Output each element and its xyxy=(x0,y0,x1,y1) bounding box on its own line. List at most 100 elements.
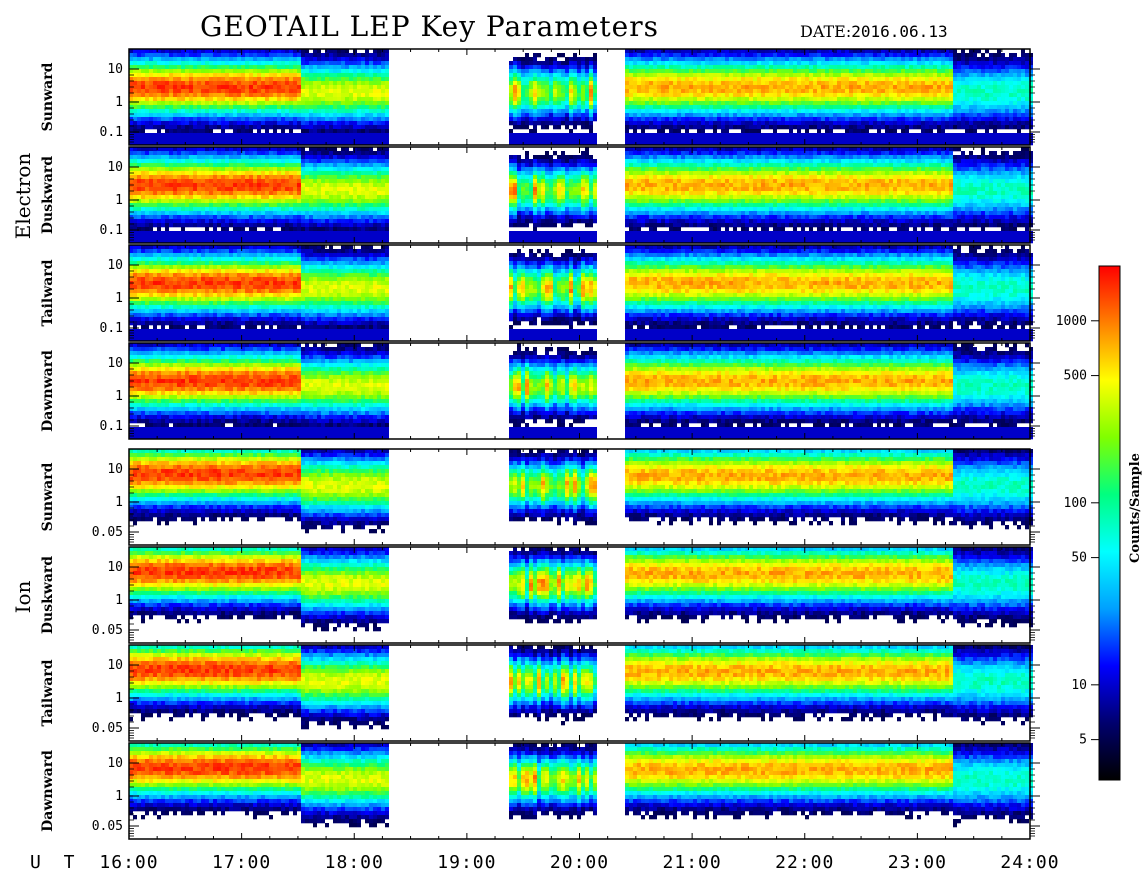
heatmap-cell xyxy=(973,117,977,122)
heatmap-cell xyxy=(689,85,693,90)
heatmap-cell xyxy=(941,117,945,122)
heatmap-cell xyxy=(709,117,713,122)
heatmap-cell xyxy=(789,89,793,94)
heatmap-cell xyxy=(229,65,233,70)
heatmap-cell xyxy=(305,105,309,110)
heatmap-cell xyxy=(281,61,285,66)
heatmap-cell xyxy=(849,129,853,134)
heatmap-cell xyxy=(761,133,765,138)
heatmap-cell xyxy=(741,85,745,90)
heatmap-cell xyxy=(373,73,377,78)
heatmap-cell xyxy=(309,117,313,122)
heatmap-cell xyxy=(809,89,813,94)
heatmap-cell xyxy=(313,57,317,62)
heatmap-cell xyxy=(769,85,773,90)
heatmap-cell xyxy=(649,121,653,126)
heatmap-cell xyxy=(721,53,725,58)
heatmap-cell xyxy=(313,117,317,122)
heatmap-cell xyxy=(845,133,849,138)
heatmap-cell xyxy=(697,57,701,62)
heatmap-cell xyxy=(777,113,781,118)
heatmap-cell xyxy=(129,65,133,70)
heatmap-cell xyxy=(917,81,921,86)
heatmap-cell xyxy=(949,57,953,62)
heatmap-cell xyxy=(201,49,205,54)
heatmap-cell xyxy=(1013,101,1017,106)
heatmap-cell xyxy=(545,61,549,66)
heatmap-cell xyxy=(993,61,997,66)
heatmap-cell xyxy=(181,223,185,228)
heatmap-cell xyxy=(209,137,213,142)
heatmap-cell xyxy=(1001,77,1005,82)
heatmap-cell xyxy=(129,191,133,196)
heatmap-cell xyxy=(705,105,709,110)
heatmap-cell xyxy=(157,69,161,74)
heatmap-cell xyxy=(897,81,901,86)
heatmap-cell xyxy=(141,105,145,110)
heatmap-cell xyxy=(189,101,193,106)
heatmap-cell xyxy=(645,109,649,114)
heatmap-cell xyxy=(129,179,133,184)
heatmap-cell xyxy=(141,151,145,156)
heatmap-cell xyxy=(205,73,209,78)
heatmap-cell xyxy=(797,73,801,78)
heatmap-cell xyxy=(677,105,681,110)
heatmap-cell xyxy=(565,109,569,114)
heatmap-cell xyxy=(729,97,733,102)
heatmap-cell xyxy=(809,73,813,78)
heatmap-cell xyxy=(201,183,205,188)
heatmap-cell xyxy=(769,101,773,106)
heatmap-cell xyxy=(205,93,209,98)
heatmap-cell xyxy=(513,101,517,106)
heatmap-cell xyxy=(713,117,717,122)
heatmap-cell xyxy=(373,57,377,62)
heatmap-cell xyxy=(217,121,221,126)
heatmap-cell xyxy=(821,65,825,70)
heatmap-cell xyxy=(681,101,685,106)
heatmap-cell xyxy=(929,49,933,54)
heatmap-cell xyxy=(869,117,873,122)
heatmap-cell xyxy=(733,117,737,122)
heatmap-cell xyxy=(169,109,173,114)
heatmap-cell xyxy=(201,203,205,208)
heatmap-cell xyxy=(161,195,165,200)
heatmap-cell xyxy=(1005,65,1009,70)
heatmap-cell xyxy=(985,97,989,102)
heatmap-cell xyxy=(701,129,705,134)
heatmap-cell xyxy=(661,57,665,62)
heatmap-cell xyxy=(737,93,741,98)
heatmap-cell xyxy=(273,133,277,138)
heatmap-cell xyxy=(657,49,661,54)
heatmap-cell xyxy=(253,53,257,58)
heatmap-cell xyxy=(237,81,241,86)
heatmap-cell xyxy=(561,97,565,102)
heatmap-cell xyxy=(913,101,917,106)
heatmap-cell xyxy=(201,195,205,200)
heatmap-cell xyxy=(929,73,933,78)
heatmap-cell xyxy=(225,125,229,130)
heatmap-cell xyxy=(269,77,273,82)
heatmap-cell xyxy=(269,141,273,146)
heatmap-cell xyxy=(525,81,529,86)
heatmap-cell xyxy=(193,57,197,62)
heatmap-cell xyxy=(989,81,993,86)
heatmap-cell xyxy=(305,93,309,98)
heatmap-cell xyxy=(753,65,757,70)
heatmap-cell xyxy=(573,109,577,114)
heatmap-cell xyxy=(181,89,185,94)
heatmap-cell xyxy=(905,57,909,62)
heatmap-cell xyxy=(265,101,269,106)
heatmap-cell xyxy=(181,151,185,156)
heatmap-cell xyxy=(1009,93,1013,98)
heatmap-cell xyxy=(321,93,325,98)
heatmap-cell xyxy=(201,151,205,156)
heatmap-cell xyxy=(905,97,909,102)
heatmap-cell xyxy=(185,85,189,90)
heatmap-cell xyxy=(953,105,957,110)
heatmap-cell xyxy=(749,65,753,70)
heatmap-cell xyxy=(165,231,169,236)
heatmap-cell xyxy=(513,81,517,86)
heatmap-cell xyxy=(893,65,897,70)
heatmap-cell xyxy=(537,117,541,122)
heatmap-cell xyxy=(721,61,725,66)
